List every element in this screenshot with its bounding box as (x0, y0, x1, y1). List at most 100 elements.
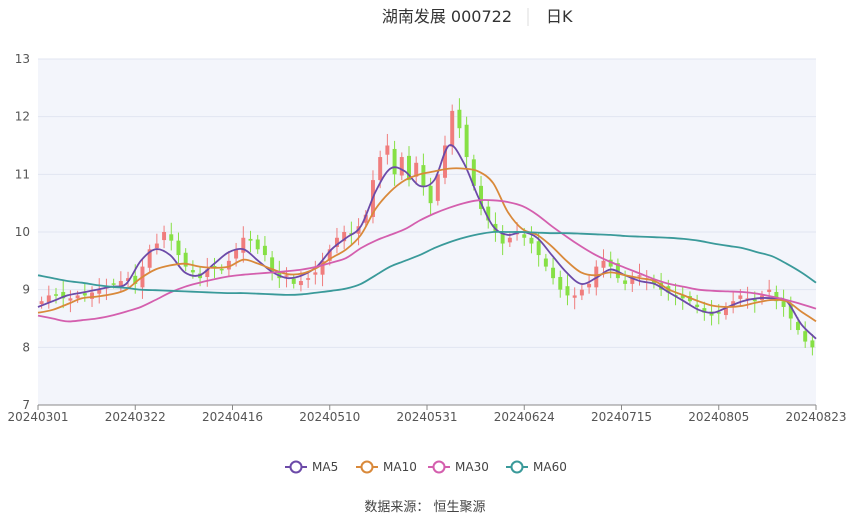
candle-body (118, 281, 123, 287)
candle-body (378, 157, 383, 181)
x-axis: 20240301 20240322 20240416 20240510 20240531… (7, 404, 847, 424)
candle-body (61, 291, 66, 299)
candle-body (623, 280, 628, 284)
legend-marker-icon (289, 460, 303, 474)
candle-body (262, 245, 267, 256)
candle-body (248, 238, 253, 241)
candle-body (630, 278, 635, 284)
legend-marker-icon (510, 460, 524, 474)
candle-body (154, 243, 159, 249)
candle-body (54, 294, 58, 296)
ma-line-ma60 (37, 230, 817, 296)
candle-body (443, 145, 447, 178)
candle-body (133, 275, 138, 284)
legend-marker-icon (432, 460, 446, 474)
period-label[interactable]: 日K (546, 7, 573, 26)
candle-body (788, 304, 793, 319)
candle-body (39, 301, 44, 305)
candle-body (659, 282, 664, 290)
candle-body (90, 292, 95, 299)
candle-body (479, 185, 484, 209)
candle-body (82, 293, 87, 296)
candle-body (190, 270, 195, 273)
legend-label: MA5 (312, 460, 338, 474)
candle-body (147, 249, 152, 268)
candle-body (572, 295, 577, 298)
ma-line-ma30 (37, 199, 817, 323)
candle-body (796, 321, 800, 331)
candle-body (385, 145, 390, 155)
legend-item-ma60[interactable]: MA60 (506, 460, 567, 474)
candle-body (241, 237, 246, 253)
candle-body (543, 258, 548, 267)
candle-body (183, 252, 188, 267)
legend-item-ma10[interactable]: MA10 (356, 460, 417, 474)
candle-body (558, 276, 563, 290)
x-tick-label: 20240531 (396, 410, 457, 424)
x-tick-label: 20240301 (7, 410, 68, 424)
candle-body (601, 260, 606, 268)
candle-body (399, 157, 404, 176)
candle-body (270, 257, 275, 273)
candle-body (363, 214, 368, 223)
candle-body (536, 241, 541, 256)
y-tick-label: 9 (22, 283, 30, 297)
candle-body (529, 237, 534, 244)
legend-item-ma30[interactable]: MA30 (428, 460, 489, 474)
candle-body (284, 275, 289, 277)
candle-body (500, 233, 505, 244)
candle-body (810, 340, 815, 348)
data-source: 数据来源： 恒生聚源 (364, 500, 485, 515)
x-tick-label: 20240624 (494, 410, 555, 424)
y-axis: 7 8 9 10 11 12 13 (15, 52, 30, 412)
candle-body (212, 266, 217, 268)
candle-body (306, 278, 311, 280)
legend-item-ma5[interactable]: MA5 (285, 460, 338, 474)
candle-body (702, 308, 707, 313)
candle-body (723, 306, 728, 316)
candle-body (407, 155, 411, 181)
candle-body (471, 159, 476, 186)
candle-body (320, 260, 325, 275)
x-tick-label: 20240510 (299, 410, 360, 424)
candle-body (774, 291, 779, 302)
candle-body (803, 331, 808, 342)
legend-marker-icon (360, 460, 374, 474)
candle-body (680, 295, 685, 299)
candle-body (752, 299, 757, 302)
x-tick-label: 20240823 (785, 410, 846, 424)
candle-body (738, 295, 743, 299)
candle-body (486, 206, 491, 221)
y-tick-label: 10 (15, 225, 30, 239)
y-tick-label: 8 (22, 340, 30, 354)
candle-body (587, 283, 592, 288)
candle-body (111, 283, 116, 285)
candle-body (219, 268, 224, 271)
candle-body (97, 289, 102, 294)
candle-body (767, 289, 772, 292)
candle-body (226, 260, 231, 270)
candle-body (255, 239, 260, 250)
legend: MA5 MA10 MA30 MA60 (285, 460, 567, 474)
x-tick-label: 20240416 (202, 410, 263, 424)
candle-body (435, 174, 440, 201)
candle-body (75, 295, 80, 299)
candle-body (169, 234, 174, 241)
candle-body (507, 237, 512, 243)
ma-line-ma10 (37, 167, 817, 323)
candle-body (68, 298, 73, 301)
y-tick-label: 12 (15, 110, 30, 124)
candle-body (46, 295, 51, 303)
x-tick-label: 20240322 (105, 410, 166, 424)
legend-label: MA10 (383, 460, 417, 474)
candle-body (334, 237, 339, 247)
candle-body (579, 289, 584, 296)
candle-body (464, 124, 469, 158)
candle-body (205, 269, 210, 277)
y-tick-label: 13 (15, 52, 30, 66)
candle-body (551, 267, 556, 279)
candle-body (126, 278, 131, 282)
candle-body (781, 301, 786, 307)
candle-body (428, 185, 433, 204)
